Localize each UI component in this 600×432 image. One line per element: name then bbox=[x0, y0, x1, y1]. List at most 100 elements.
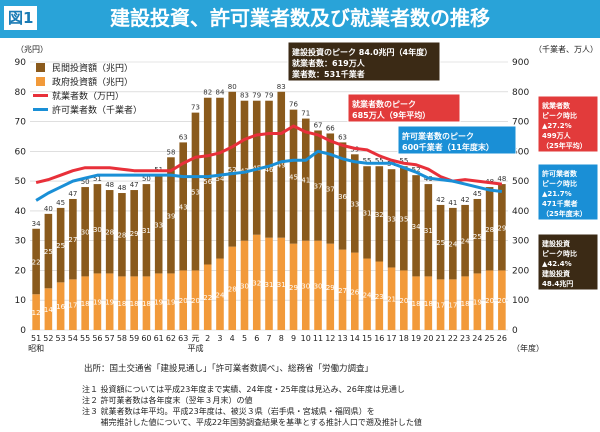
callout-peak-contractors-text: 600千業者（11年度末） bbox=[402, 142, 494, 152]
x-tick-label: 20 bbox=[423, 334, 433, 343]
private-value-label: 39 bbox=[166, 212, 175, 220]
bar-total-label: 45 bbox=[473, 190, 482, 198]
right-tick-label: 200 bbox=[512, 266, 529, 276]
chart: 0102030405060708090010020030040050060070… bbox=[15, 41, 599, 353]
bar-total-label: 34 bbox=[32, 220, 41, 228]
public-investment-bar bbox=[314, 240, 322, 330]
private-value-label: 35 bbox=[399, 215, 408, 223]
figure-label: 図1 bbox=[4, 6, 38, 30]
public-value-label: 20 bbox=[497, 297, 506, 305]
private-investment-bar bbox=[265, 100, 273, 238]
public-investment-bar bbox=[424, 276, 433, 330]
year-axis-unit: （年度） bbox=[512, 343, 544, 353]
public-value-label: 26 bbox=[350, 288, 359, 296]
bar-total-label: 55 bbox=[399, 157, 408, 165]
public-value-label: 14 bbox=[44, 306, 53, 314]
private-investment-bar bbox=[473, 198, 482, 274]
legend-swatch bbox=[36, 77, 45, 86]
era-label: 昭和 bbox=[28, 344, 44, 353]
callout-peak-workers-text: 685万人（9年平均） bbox=[352, 110, 430, 120]
private-investment-bar bbox=[179, 142, 188, 271]
public-investment-bar bbox=[179, 270, 188, 330]
x-tick-label: 19 bbox=[411, 334, 421, 343]
x-tick-label: 53 bbox=[56, 334, 66, 343]
private-value-label: 30 bbox=[93, 226, 102, 234]
public-investment-bar bbox=[93, 273, 102, 330]
x-tick-label: 14 bbox=[350, 334, 360, 343]
private-investment-bar bbox=[314, 130, 322, 241]
private-investment-bar bbox=[436, 204, 445, 280]
public-investment-bar bbox=[252, 234, 261, 330]
public-value-label: 18 bbox=[130, 300, 139, 308]
bar-total-label: 47 bbox=[130, 181, 139, 189]
right-tick-label: 900 bbox=[512, 58, 529, 68]
private-value-label: 53 bbox=[191, 189, 200, 197]
private-value-label: 33 bbox=[387, 215, 396, 223]
right-tick-label: 800 bbox=[512, 88, 529, 98]
x-tick-label: 8 bbox=[279, 334, 284, 343]
public-investment-bar bbox=[326, 243, 335, 330]
bar-total-label: 47 bbox=[68, 190, 77, 198]
private-investment-bar bbox=[105, 190, 114, 274]
private-value-label: 43 bbox=[179, 203, 188, 211]
public-value-label: 20 bbox=[399, 297, 408, 305]
private-value-label: 31 bbox=[142, 227, 151, 235]
public-value-label: 19 bbox=[166, 299, 175, 307]
callout-contractors-change-text: （25年度末） bbox=[542, 209, 587, 218]
public-value-label: 18 bbox=[142, 300, 151, 308]
public-value-label: 18 bbox=[424, 300, 433, 308]
public-value-label: 18 bbox=[81, 300, 90, 308]
x-tick-label: 58 bbox=[117, 334, 127, 343]
public-investment-bar bbox=[289, 243, 298, 330]
public-investment-bar bbox=[498, 270, 506, 330]
x-tick-label: 51 bbox=[31, 334, 41, 343]
private-investment-bar bbox=[412, 175, 420, 277]
private-value-label: 29 bbox=[130, 230, 139, 238]
public-investment-bar bbox=[203, 264, 212, 330]
private-value-label: 32 bbox=[375, 211, 384, 219]
bar-total-label: 80 bbox=[228, 83, 237, 91]
bar-total-label: 76 bbox=[289, 101, 298, 109]
x-tick-label: 60 bbox=[141, 334, 151, 343]
note-1: 注１ 投資額については平成23年度まで実績、24年度・25年度は見込み、26年度… bbox=[82, 385, 405, 394]
bar-total-label: 45 bbox=[56, 199, 65, 207]
x-tick-label: 63 bbox=[178, 334, 188, 343]
private-value-label: 41 bbox=[301, 177, 310, 185]
callout-workers-change bbox=[537, 95, 599, 153]
public-investment-bar bbox=[130, 276, 138, 330]
callout-peak-investment-text: 業者数：531千業者 bbox=[291, 69, 365, 79]
x-tick-label: 23 bbox=[460, 334, 470, 343]
x-tick-label: 12 bbox=[325, 334, 335, 343]
bar-total-label: 83 bbox=[277, 83, 286, 91]
callout-contractors-change-text: ▲21.7% bbox=[542, 190, 572, 198]
private-value-label: 46 bbox=[265, 166, 274, 174]
public-investment-bar bbox=[350, 252, 359, 330]
bar-total-label: 55 bbox=[375, 157, 384, 165]
x-tick-label: 5 bbox=[242, 334, 247, 343]
legend-label: 就業者数（万円） bbox=[52, 90, 124, 102]
bar-total-label: 73 bbox=[191, 104, 200, 112]
bar-total-label: 51 bbox=[93, 175, 102, 183]
public-investment-bar bbox=[400, 270, 408, 330]
x-tick-label: 52 bbox=[43, 334, 53, 343]
title-bar: 図1 建設投資、許可業者数及び就業者数の推移 bbox=[0, 0, 600, 38]
private-investment-bar bbox=[203, 97, 212, 265]
bar-total-label: 71 bbox=[301, 110, 310, 118]
bar-total-label: 79 bbox=[252, 92, 261, 100]
public-value-label: 29 bbox=[289, 284, 298, 292]
public-investment-bar bbox=[142, 276, 151, 330]
x-tick-label: 18 bbox=[399, 334, 409, 343]
private-investment-bar bbox=[289, 109, 298, 244]
left-tick-label: 80 bbox=[15, 88, 27, 98]
public-investment-bar bbox=[167, 273, 175, 330]
x-tick-label: 21 bbox=[435, 334, 445, 343]
public-value-label: 31 bbox=[277, 281, 286, 289]
callout-peak-investment-text: 建設投資のピーク 84.0兆円（4年度） bbox=[291, 47, 432, 57]
private-value-label: 31 bbox=[363, 209, 372, 217]
public-value-label: 27 bbox=[338, 287, 347, 295]
public-investment-bar bbox=[44, 288, 53, 330]
public-value-label: 31 bbox=[265, 281, 274, 289]
public-investment-bar bbox=[387, 267, 396, 330]
left-tick-label: 20 bbox=[15, 266, 27, 276]
x-tick-label: 61 bbox=[154, 334, 164, 343]
